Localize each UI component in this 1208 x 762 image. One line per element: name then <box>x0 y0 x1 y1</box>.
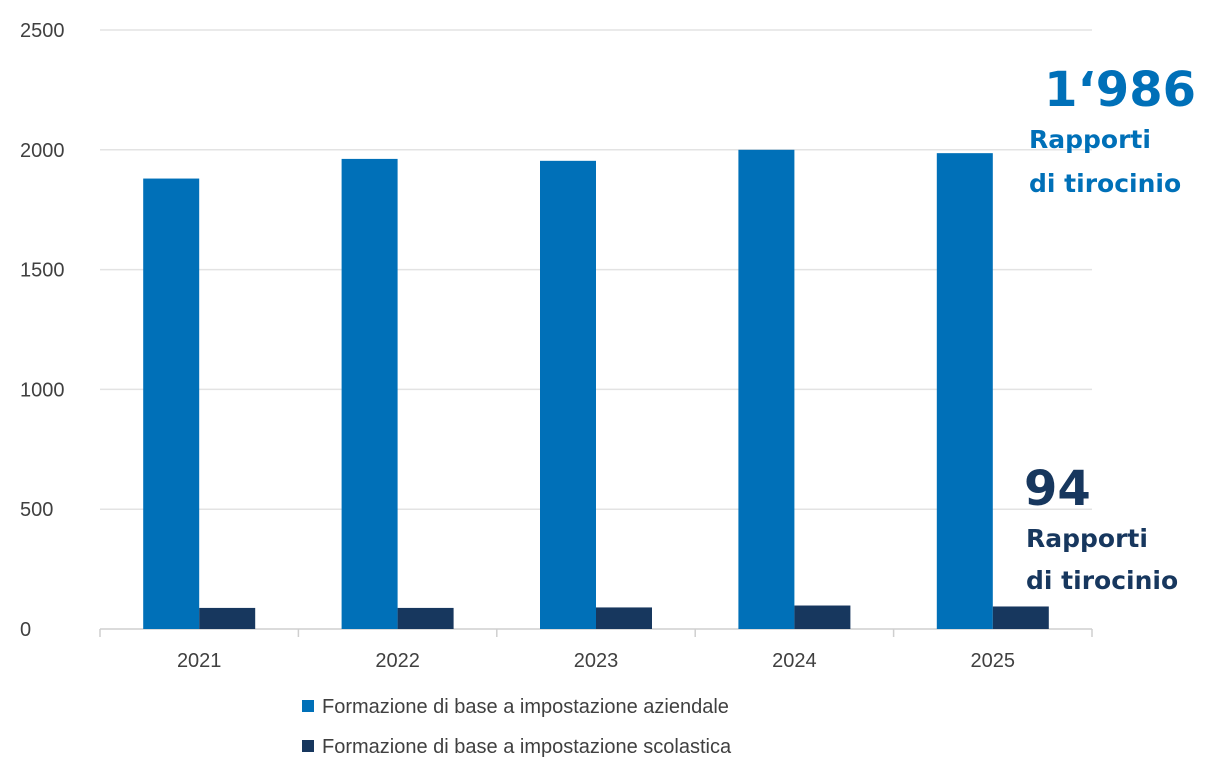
y-tick-label: 1500 <box>20 260 65 282</box>
bar-2021-aziendale <box>143 178 200 629</box>
bar-2023-aziendale <box>540 160 596 629</box>
x-tick-label: 2021 <box>177 650 222 672</box>
legend-label-scolastica: Formazione di base a impostazione scolas… <box>322 736 732 758</box>
y-tick-label: 2500 <box>20 20 65 42</box>
bar-2025-scolastica <box>992 606 1049 629</box>
bar-2025-aziendale <box>936 153 993 629</box>
annotation-aziendale-value: 1‘986 <box>1044 62 1196 118</box>
bar-2024-scolastica <box>794 605 851 629</box>
annotation-aziendale-line2: di tirocinio <box>1029 169 1181 198</box>
annotation-aziendale: 1‘986 Rapporti di tirocinio <box>1029 62 1196 198</box>
annotation-scolastica: 94 Rapporti di tirocinio <box>1024 461 1178 595</box>
legend: Formazione di base a impostazione aziend… <box>302 696 732 758</box>
bar-2024-aziendale <box>738 149 795 630</box>
y-tick-label: 0 <box>20 619 31 641</box>
annotation-scolastica-line2: di tirocinio <box>1026 566 1178 595</box>
legend-swatch-aziendale <box>302 700 314 712</box>
x-tick-label: 2025 <box>971 650 1016 672</box>
x-tick-label: 2024 <box>772 650 817 672</box>
x-tick-label: 2023 <box>574 650 619 672</box>
y-axis-ticks: 0 500 1000 1500 2000 2500 <box>20 20 65 641</box>
legend-label-aziendale: Formazione di base a impostazione aziend… <box>322 696 729 718</box>
annotation-scolastica-line1: Rapporti <box>1026 524 1148 553</box>
y-tick-label: 500 <box>20 499 53 521</box>
annotation-aziendale-line1: Rapporti <box>1029 125 1151 154</box>
y-tick-label: 1000 <box>20 379 65 401</box>
bar-2022-scolastica <box>397 607 454 629</box>
bar-2023-scolastica <box>596 607 652 629</box>
annotation-scolastica-value: 94 <box>1024 461 1091 517</box>
x-tick-label: 2022 <box>375 650 420 672</box>
bar-2021-scolastica <box>199 607 256 629</box>
legend-swatch-scolastica <box>302 740 314 752</box>
bars <box>143 149 1049 630</box>
y-tick-label: 2000 <box>20 140 65 162</box>
x-axis-ticks: 2021 2022 2023 2024 2025 <box>99 629 1093 672</box>
bar-2022-aziendale <box>341 158 398 630</box>
